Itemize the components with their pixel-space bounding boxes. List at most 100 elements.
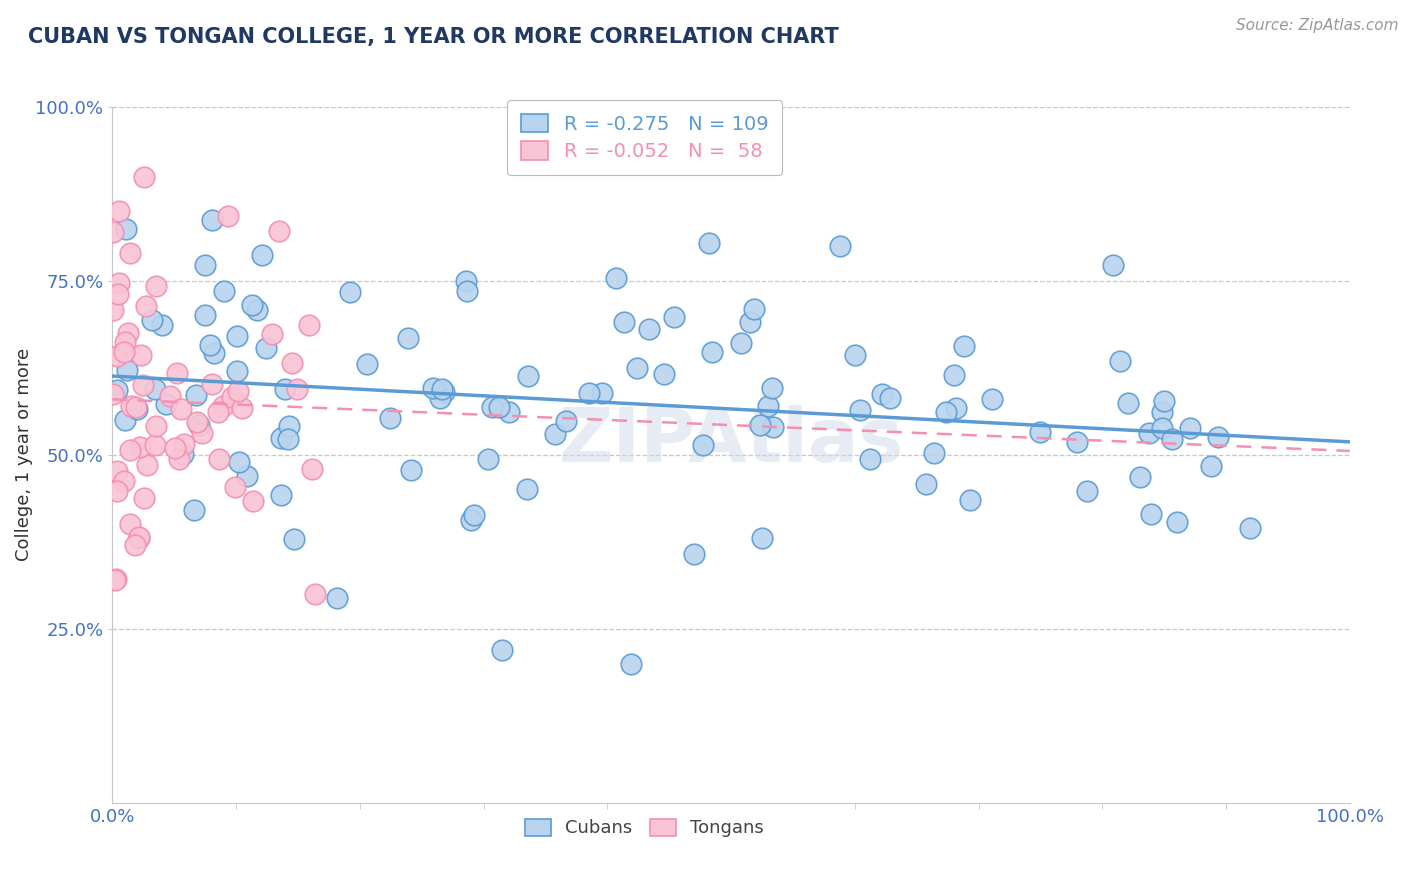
Point — [136, 458, 159, 472]
Point — [749, 417, 772, 432]
Point — [456, 274, 478, 288]
Point — [516, 482, 538, 496]
Point — [481, 400, 503, 414]
Point — [270, 431, 292, 445]
Point — [1129, 470, 1152, 484]
Point — [217, 209, 239, 223]
Point — [298, 318, 321, 333]
Point — [429, 391, 451, 405]
Point — [578, 386, 600, 401]
Point — [260, 326, 283, 341]
Point — [935, 405, 957, 419]
Point — [125, 400, 148, 414]
Point — [246, 303, 269, 318]
Point — [163, 441, 186, 455]
Point — [128, 440, 150, 454]
Point — [159, 389, 181, 403]
Point — [112, 344, 135, 359]
Point — [103, 573, 125, 587]
Point — [981, 392, 1004, 407]
Point — [301, 462, 323, 476]
Point — [1199, 458, 1222, 473]
Point — [115, 363, 138, 377]
Point — [756, 399, 779, 413]
Point — [117, 326, 139, 340]
Point — [270, 488, 292, 502]
Point — [104, 573, 127, 587]
Point — [1152, 421, 1174, 435]
Point — [105, 383, 128, 397]
Point — [870, 387, 893, 401]
Point — [226, 384, 249, 398]
Point — [228, 454, 250, 468]
Point — [637, 322, 659, 336]
Point — [105, 484, 128, 499]
Point — [127, 402, 149, 417]
Point — [101, 387, 124, 401]
Point — [591, 386, 613, 401]
Point — [945, 401, 967, 415]
Point — [626, 360, 648, 375]
Point — [285, 382, 308, 396]
Point — [134, 491, 156, 506]
Point — [281, 356, 304, 370]
Point — [103, 225, 125, 239]
Point — [172, 447, 194, 461]
Point — [304, 587, 326, 601]
Point — [107, 287, 129, 301]
Point — [269, 223, 291, 237]
Point — [115, 221, 138, 235]
Point — [103, 303, 125, 318]
Point — [173, 437, 195, 451]
Point — [477, 451, 499, 466]
Point — [188, 418, 211, 433]
Point — [166, 366, 188, 380]
Point — [422, 380, 444, 394]
Y-axis label: College, 1 year or more: College, 1 year or more — [15, 349, 34, 561]
Point — [517, 369, 540, 384]
Point — [145, 419, 167, 434]
Point — [143, 438, 166, 452]
Point — [488, 400, 510, 414]
Point — [356, 357, 378, 371]
Point — [235, 468, 257, 483]
Point — [325, 591, 347, 605]
Point — [1076, 484, 1098, 499]
Point — [1139, 507, 1161, 521]
Point — [277, 418, 299, 433]
Point — [194, 308, 217, 322]
Text: CUBAN VS TONGAN COLLEGE, 1 YEAR OR MORE CORRELATION CHART: CUBAN VS TONGAN COLLEGE, 1 YEAR OR MORE … — [28, 27, 839, 46]
Point — [114, 413, 136, 427]
Point — [830, 239, 852, 253]
Point — [107, 277, 129, 291]
Point — [613, 315, 636, 329]
Point — [1150, 404, 1173, 418]
Point — [225, 364, 247, 378]
Point — [226, 328, 249, 343]
Point — [544, 426, 567, 441]
Point — [167, 452, 190, 467]
Point — [283, 532, 305, 546]
Text: Source: ZipAtlas.com: Source: ZipAtlas.com — [1236, 18, 1399, 33]
Point — [555, 414, 578, 428]
Point — [1029, 425, 1052, 439]
Point — [683, 548, 706, 562]
Point — [432, 384, 454, 399]
Point — [186, 388, 208, 402]
Point — [120, 516, 142, 531]
Point — [399, 463, 422, 477]
Point — [915, 477, 938, 491]
Point — [859, 451, 882, 466]
Point — [620, 657, 643, 671]
Point — [274, 383, 297, 397]
Point — [120, 442, 142, 457]
Point — [198, 338, 221, 352]
Point — [844, 348, 866, 362]
Legend: Cubans, Tongans: Cubans, Tongans — [517, 812, 770, 845]
Point — [128, 532, 150, 546]
Point — [120, 399, 142, 413]
Point — [1206, 430, 1229, 444]
Point — [201, 376, 224, 391]
Point — [150, 318, 173, 332]
Point — [129, 348, 152, 362]
